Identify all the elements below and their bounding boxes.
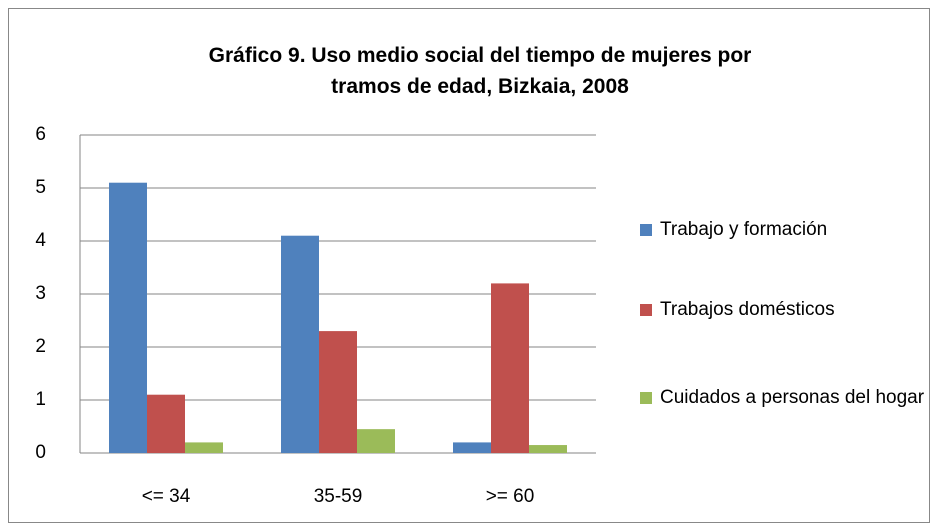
y-tick-label: 4: [35, 230, 46, 251]
y-tick-label: 0: [35, 442, 46, 463]
legend-label: Trabajos domésticos: [660, 299, 835, 320]
legend-item: Trabajo y formación: [640, 215, 925, 244]
y-tick-label: 5: [35, 177, 46, 198]
chart-title: Gráfico 9. Uso medio social del tiempo d…: [208, 44, 752, 98]
y-tick-label: 2: [35, 336, 46, 357]
bar: [357, 429, 395, 453]
legend-item: Cuidados a personas del hogar: [640, 383, 925, 412]
legend-swatch: [640, 224, 652, 236]
legend-swatch: [640, 392, 652, 404]
bar: [491, 283, 529, 453]
x-tick-label: 35-59: [314, 486, 363, 507]
legend-item: Trabajos domésticos: [640, 295, 925, 324]
y-tick-label: 6: [35, 124, 46, 145]
bar: [147, 394, 185, 453]
bar: [453, 442, 491, 453]
bar: [319, 331, 357, 453]
y-tick-label: 3: [35, 283, 46, 304]
bar: [109, 182, 147, 453]
y-tick-label: 1: [35, 389, 46, 410]
legend-label: Cuidados a personas del hogar: [660, 387, 925, 408]
legend-label: Trabajo y formación: [660, 219, 828, 240]
bar: [529, 445, 567, 453]
x-tick-label: >= 60: [486, 486, 535, 507]
bar: [185, 442, 223, 453]
legend-swatch: [640, 304, 652, 316]
bar: [281, 235, 319, 453]
x-tick-label: <= 34: [142, 486, 191, 507]
